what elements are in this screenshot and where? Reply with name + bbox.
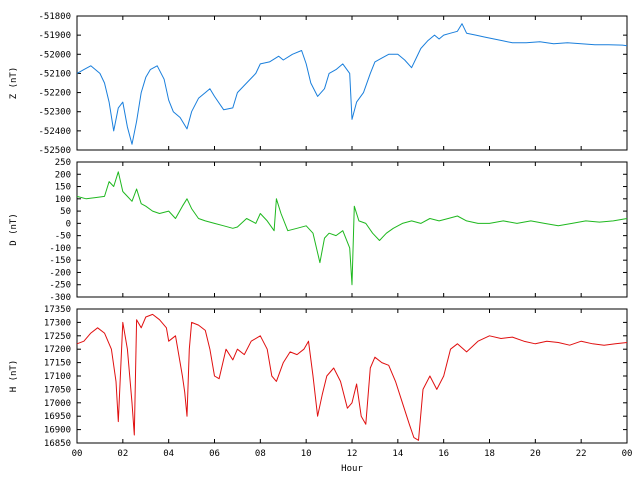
y-tick-label-z: -52300 [38, 108, 71, 118]
x-tick-label: 04 [163, 449, 174, 459]
y-tick-label-d: -50 [55, 232, 71, 242]
y-tick-label-d: 200 [55, 170, 71, 180]
y-tick-label-h: 16900 [44, 426, 71, 436]
y-tick-label-h: 17000 [44, 399, 71, 409]
y-tick-label-d: -150 [49, 256, 71, 266]
y-tick-label-d: 250 [55, 158, 71, 168]
y-tick-label-d: 0 [66, 219, 71, 229]
x-tick-label: 02 [117, 449, 128, 459]
y-tick-label-h: 17350 [44, 305, 71, 315]
y-tick-label-d: -200 [49, 268, 71, 278]
x-tick-label: 00 [72, 449, 83, 459]
y-tick-label-z: -51900 [38, 31, 71, 41]
y-tick-label-d: 150 [55, 183, 71, 193]
y-axis-label-z: Z (nT) [9, 67, 19, 100]
x-tick-label: 20 [530, 449, 541, 459]
plot-frame-h [76, 308, 628, 444]
x-tick-label: 10 [301, 449, 312, 459]
y-tick-label-d: 50 [60, 207, 71, 217]
series-line-h [76, 313, 628, 441]
y-tick-label-z: -51800 [38, 12, 71, 22]
x-tick-label: 18 [484, 449, 495, 459]
y-tick-label-h: 17250 [44, 332, 71, 342]
x-tick-label: 14 [392, 449, 403, 459]
y-axis-label-d: D (nT) [9, 213, 19, 246]
series-line-d [76, 171, 628, 286]
y-tick-label-h: 17300 [44, 318, 71, 328]
y-tick-label-h: 17200 [44, 345, 71, 355]
y-tick-label-d: -250 [49, 281, 71, 291]
y-tick-label-d: -100 [49, 244, 71, 254]
y-tick-label-d: 100 [55, 195, 71, 205]
y-tick-label-z: -52100 [38, 69, 71, 79]
y-tick-label-h: 17100 [44, 372, 71, 382]
y-tick-label-z: -52200 [38, 89, 71, 99]
y-axis-label-h: H (nT) [9, 360, 19, 393]
x-tick-label: 22 [576, 449, 587, 459]
series-line-z [76, 23, 628, 145]
y-tick-label-h: 16950 [44, 412, 71, 422]
y-tick-label-z: -52500 [38, 146, 71, 156]
x-tick-label: 12 [347, 449, 358, 459]
x-tick-label: 08 [255, 449, 266, 459]
y-tick-label-h: 17150 [44, 359, 71, 369]
x-tick-label: 16 [438, 449, 449, 459]
y-tick-label-z: -52000 [38, 50, 71, 60]
x-tick-label: 06 [209, 449, 220, 459]
y-tick-label-d: -300 [49, 293, 71, 303]
plot-frame-z [76, 15, 628, 151]
y-tick-label-z: -52400 [38, 127, 71, 137]
x-tick-label: 00 [622, 449, 633, 459]
y-tick-label-h: 16850 [44, 439, 71, 449]
y-tick-label-h: 17050 [44, 385, 71, 395]
x-axis-label: Hour [341, 464, 363, 474]
